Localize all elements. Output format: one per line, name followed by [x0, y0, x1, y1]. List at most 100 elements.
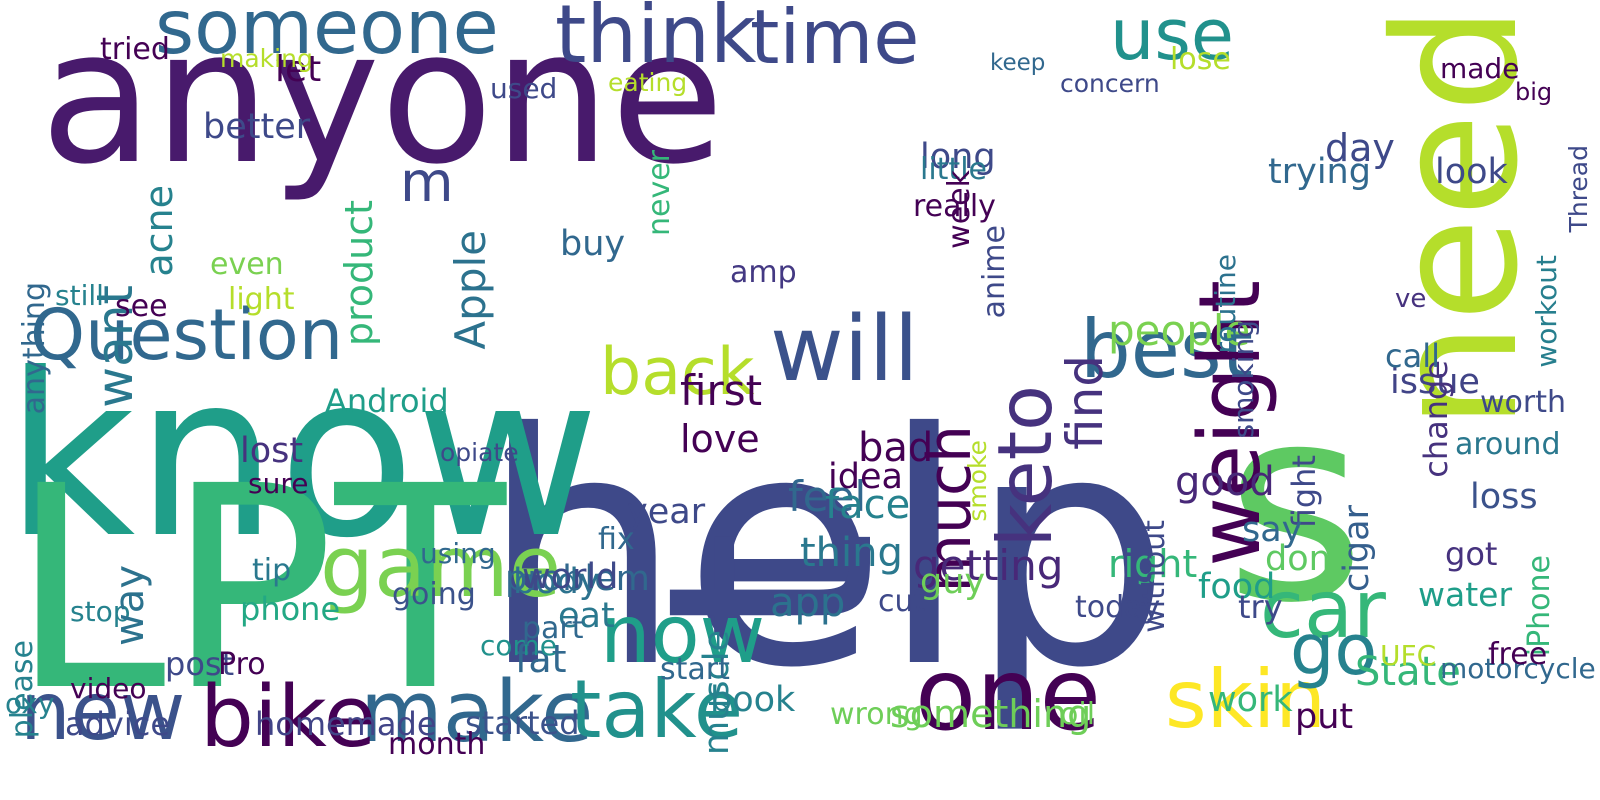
cloud-word: UFC — [1380, 639, 1437, 672]
cloud-word: use — [1110, 0, 1234, 76]
cloud-word: feel — [788, 472, 867, 521]
cloud-word: change — [1417, 360, 1455, 478]
cloud-word: put — [1295, 697, 1354, 737]
cloud-word: part — [522, 611, 584, 646]
cloud-word: issue — [1390, 362, 1480, 402]
cloud-word: Android — [325, 382, 449, 420]
cloud-word: even — [210, 247, 284, 282]
cloud-word: smoke — [963, 440, 992, 522]
cloud-word: around — [1455, 427, 1561, 462]
cloud-word: keep — [990, 50, 1046, 76]
cloud-word: work — [1208, 680, 1293, 720]
cloud-word: going — [392, 577, 476, 612]
cloud-word: opiate — [440, 438, 519, 467]
cloud-word: used — [490, 72, 558, 105]
cloud-word: motorcycle — [1440, 652, 1596, 685]
cloud-word: worth — [1480, 385, 1567, 420]
cloud-word: little — [920, 152, 987, 187]
cloud-word: eat — [558, 596, 615, 636]
cloud-word: make — [360, 663, 594, 762]
cloud-word: know — [5, 326, 600, 588]
cloud-word: skin — [1165, 653, 1326, 746]
cloud-word: best — [1080, 303, 1254, 396]
cloud-word: people — [1108, 306, 1251, 355]
cloud-word: muscle — [697, 630, 737, 756]
cloud-word: new — [20, 665, 186, 758]
cloud-word: video — [70, 672, 147, 705]
cloud-word: go — [1290, 609, 1378, 691]
cloud-word: Thread — [1564, 145, 1593, 233]
cloud-word: m — [400, 150, 454, 214]
cloud-word: smoking — [1227, 320, 1260, 439]
cloud-word: tried — [100, 32, 170, 67]
cloud-word: phone — [240, 590, 341, 628]
cloud-word: stop — [70, 595, 131, 628]
cloud-word: year — [627, 492, 706, 532]
cloud-word: anything — [17, 282, 52, 415]
cloud-word: cigar — [1337, 505, 1377, 593]
cloud-word: loss — [1470, 477, 1538, 517]
cloud-word: cut — [878, 584, 926, 619]
cloud-word: product — [337, 200, 381, 347]
cloud-word: tip — [252, 553, 292, 588]
cloud-word: free — [1488, 637, 1548, 672]
cloud-word: right — [1108, 542, 1198, 586]
cloud-word: workout — [1530, 255, 1563, 368]
cloud-word: day — [1325, 126, 1395, 170]
cloud-word: game — [320, 518, 562, 617]
cloud-word: find — [1056, 355, 1114, 450]
cloud-word: Question — [30, 294, 344, 376]
cloud-word: amp — [730, 255, 797, 290]
cloud-word: started — [465, 704, 580, 742]
cloud-word: light — [228, 282, 295, 317]
cloud-word: problem — [505, 559, 650, 599]
cloud-word: food — [1198, 567, 1276, 607]
cloud-word: making — [220, 44, 313, 73]
cloud-word: app — [770, 580, 846, 626]
cloud-word: take — [570, 663, 744, 756]
cloud-word: LPT — [10, 427, 506, 753]
cloud-word: oxy — [5, 687, 55, 720]
cloud-word: idea — [828, 457, 903, 497]
cloud-word: Apple — [446, 230, 495, 350]
cloud-word: month — [388, 727, 486, 762]
cloud-word: using — [420, 537, 496, 570]
cloud-word: will — [770, 297, 919, 402]
cloud-word: getting — [913, 541, 1064, 590]
cloud-word: body — [513, 562, 600, 602]
cloud-word: acne — [137, 185, 181, 277]
cloud-word: look — [1435, 152, 1508, 192]
cloud-word: keto — [981, 385, 1069, 548]
cloud-word: face — [825, 482, 911, 528]
cloud-word: car — [1260, 563, 1386, 656]
cloud-word: trying — [1268, 152, 1371, 192]
cloud-word: start — [660, 652, 730, 687]
cloud-word: water — [1418, 575, 1513, 614]
cloud-word: still — [55, 279, 104, 312]
cloud-word: buy — [560, 224, 626, 264]
cloud-word: homemade — [255, 705, 437, 743]
cloud-word: made — [1440, 52, 1520, 85]
cloud-word: now — [600, 588, 766, 681]
cloud-word: oil — [1060, 697, 1096, 732]
cloud-word: thing — [800, 530, 903, 576]
cloud-word: see — [115, 289, 168, 324]
cloud-word: world — [522, 557, 619, 597]
cloud-word: good — [1175, 459, 1275, 505]
cloud-word: sure — [248, 467, 309, 500]
cloud-word: love — [680, 417, 760, 461]
cloud-word: don — [1265, 539, 1331, 579]
cloud-word: come — [480, 629, 558, 662]
cloud-word: lost — [240, 431, 304, 471]
cloud-word: anime — [977, 225, 1012, 319]
cloud-word: call — [1385, 337, 1440, 375]
cloud-word: bike — [200, 668, 377, 767]
cloud-word: better — [203, 107, 311, 147]
cloud-word: got — [1445, 535, 1498, 573]
cloud-word: book — [710, 680, 796, 720]
cloud-word: say — [1242, 510, 1303, 550]
cloud-word: guy — [920, 562, 986, 602]
cloud-word: way — [107, 565, 153, 646]
cloud-word: bad — [858, 425, 934, 471]
